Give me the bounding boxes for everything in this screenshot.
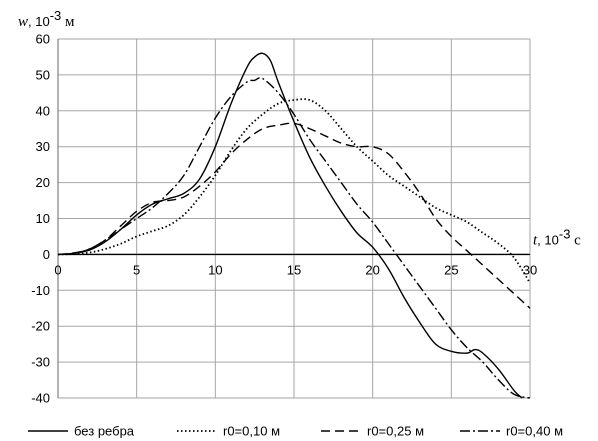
y-tick-label: 40	[36, 103, 50, 118]
legend: без ребра r0=0,10 м r0=0,25 м r0=0,40 м	[28, 424, 563, 439]
y-axis-unit-suffix: м	[61, 14, 75, 30]
series-line-4	[57, 77, 531, 399]
y-tick-label: -20	[31, 319, 50, 334]
y-tick-label: -10	[31, 283, 50, 298]
series-line-3	[57, 122, 531, 309]
grid-lines	[57, 38, 531, 399]
x-axis-unit-exp: -3	[559, 226, 571, 241]
x-axis-unit-suffix: с	[570, 232, 581, 248]
x-tick-label: 15	[287, 262, 301, 277]
x-axis-unit: , 10	[537, 232, 559, 247]
tick-labels: -40 -30 -20 -10 0 10 20 30 40 50 60 0 5 10 15 20 25 30	[31, 32, 537, 406]
y-tick-label: 50	[36, 67, 50, 82]
legend-label-2: r0=0,10 м	[223, 424, 280, 439]
x-tick-label: 20	[365, 262, 379, 277]
series-line-2	[57, 98, 531, 284]
y-axis-unit: , 10	[28, 14, 50, 29]
y-tick-label: -30	[31, 355, 50, 370]
y-tick-label: 0	[43, 247, 50, 262]
y-axis-unit-exp: -3	[50, 8, 62, 23]
y-tick-label: 10	[36, 211, 50, 226]
y-axis-title: w, 10-3 м	[18, 8, 75, 30]
series-lines	[57, 52, 531, 399]
legend-label-1: без ребра	[74, 424, 135, 439]
x-tick-label: 10	[208, 262, 222, 277]
legend-label-4: r0=0,40 м	[506, 424, 563, 439]
x-tick-label: 5	[133, 262, 140, 277]
x-tick-label: 25	[444, 262, 458, 277]
y-tick-label: 60	[36, 32, 50, 47]
series-line-1	[57, 52, 523, 399]
x-tick-label: 0	[54, 262, 61, 277]
y-tick-label: 30	[36, 139, 50, 154]
y-axis-name: w	[18, 14, 28, 30]
axes	[57, 39, 530, 398]
y-tick-label: 20	[36, 175, 50, 190]
x-tick-label: 30	[523, 262, 537, 277]
legend-label-3: r0=0,25 м	[367, 424, 424, 439]
y-tick-label: -40	[31, 391, 50, 406]
x-axis-title: t, 10-3 с	[533, 226, 581, 248]
x-axis-name: t	[533, 232, 538, 248]
